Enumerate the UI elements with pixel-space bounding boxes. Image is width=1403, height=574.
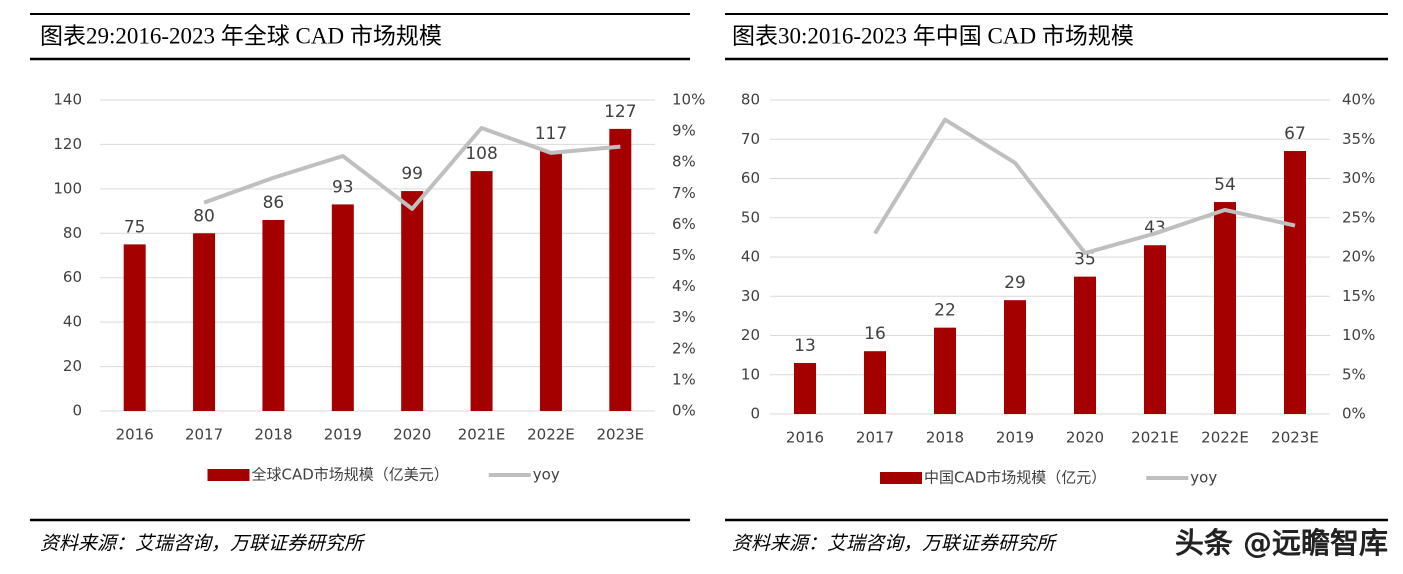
y-tick-label: 100 <box>53 179 82 197</box>
y2-tick-label: 25% <box>1342 208 1375 226</box>
y2-tick-label: 2% <box>672 339 696 357</box>
y2-tick-label: 3% <box>672 308 696 326</box>
y2-tick-label: 1% <box>672 370 696 388</box>
value-label: 80 <box>193 206 215 226</box>
bar <box>401 191 424 411</box>
y-tick-label: 120 <box>53 135 82 153</box>
y-tick-label: 10 <box>741 365 760 383</box>
x-tick-label: 2020 <box>1066 429 1104 447</box>
y2-tick-label: 0% <box>1342 405 1366 423</box>
bar <box>1284 151 1306 414</box>
chart-title: 图表29:2016-2023 年全球 CAD 市场规模 <box>40 23 442 48</box>
y-tick-label: 40 <box>741 248 760 266</box>
line-series <box>873 117 1296 256</box>
bar <box>123 244 146 411</box>
x-tick-label: 2020 <box>393 426 431 444</box>
value-label: 75 <box>124 217 146 237</box>
y2-tick-label: 9% <box>672 122 696 140</box>
value-label: 108 <box>465 144 497 164</box>
value-label: 93 <box>332 177 354 197</box>
x-tick-label: 2021E <box>458 426 506 444</box>
y2-tick-label: 35% <box>1342 130 1375 148</box>
value-label: 86 <box>263 193 285 213</box>
x-tick-label: 2016 <box>116 426 154 444</box>
y-tick-label: 30 <box>741 287 760 305</box>
bar <box>193 233 216 411</box>
source: 资料来源：艾瑞咨询，万联证券研究所 <box>732 532 1058 554</box>
y-tick-label: 20 <box>741 326 760 344</box>
y2-tick-label: 5% <box>1342 365 1366 383</box>
x-tick-label: 2022E <box>527 426 575 444</box>
value-label: 22 <box>934 301 956 321</box>
y2-tick-label: 7% <box>672 184 696 202</box>
x-tick-label: 2017 <box>185 426 223 444</box>
y-tick-label: 0 <box>72 402 82 420</box>
x-tick-label: 2018 <box>254 426 292 444</box>
legend-label: yoy <box>533 466 560 484</box>
value-label: 54 <box>1214 175 1236 195</box>
value-label: 67 <box>1284 124 1306 144</box>
source: 资料来源：艾瑞咨询，万联证券研究所 <box>40 532 366 554</box>
y-tick-label: 50 <box>741 208 760 226</box>
chart-title: 图表30:2016-2023 年中国 CAD 市场规模 <box>732 23 1134 48</box>
x-tick-label: 2022E <box>1201 429 1249 447</box>
legend-label: 全球CAD市场规模（亿美元） <box>252 466 449 484</box>
y2-tick-label: 20% <box>1342 248 1375 266</box>
y2-tick-label: 5% <box>672 246 696 264</box>
x-tick-label: 2018 <box>926 429 964 447</box>
bar <box>934 327 956 414</box>
bar <box>262 219 285 411</box>
y2-tick-label: 0% <box>672 402 696 420</box>
bar <box>609 128 632 411</box>
x-tick-label: 2021E <box>1131 429 1179 447</box>
x-tick-label: 2019 <box>324 426 362 444</box>
value-label: 117 <box>535 124 567 144</box>
bar <box>1214 202 1236 414</box>
legend-label: 中国CAD市场规模（亿元） <box>924 469 1106 487</box>
y-tick-label: 20 <box>63 357 82 375</box>
y-tick-label: 0 <box>750 405 760 423</box>
y-tick-label: 60 <box>741 169 760 187</box>
value-label: 13 <box>794 336 816 356</box>
bar <box>470 171 493 411</box>
watermark: 头条 @远瞻智库 <box>1175 526 1388 560</box>
y-tick-label: 80 <box>63 224 82 242</box>
y2-tick-label: 30% <box>1342 169 1375 187</box>
y2-tick-label: 8% <box>672 153 696 171</box>
y2-tick-label: 4% <box>672 277 696 295</box>
value-label: 29 <box>1004 273 1026 293</box>
bar <box>1004 300 1026 414</box>
y-tick-label: 140 <box>53 91 82 109</box>
line-series <box>203 125 621 211</box>
y-tick-label: 40 <box>63 313 82 331</box>
x-tick-label: 2023E <box>1271 429 1319 447</box>
y-tick-label: 80 <box>741 91 760 109</box>
x-tick-label: 2017 <box>856 429 894 447</box>
y2-tick-label: 15% <box>1342 287 1375 305</box>
value-label: 99 <box>401 164 423 184</box>
y2-tick-label: 40% <box>1342 91 1375 109</box>
value-label: 35 <box>1074 250 1096 270</box>
x-tick-label: 2016 <box>786 429 824 447</box>
y-tick-label: 70 <box>741 130 760 148</box>
y2-tick-label: 10% <box>1342 326 1375 344</box>
y-tick-label: 60 <box>63 268 82 286</box>
x-tick-label: 2023E <box>596 426 644 444</box>
legend-label: yoy <box>1190 469 1217 487</box>
bar <box>864 351 886 414</box>
bar <box>539 151 562 412</box>
y2-tick-label: 10% <box>672 91 705 109</box>
x-tick-label: 2019 <box>996 429 1034 447</box>
bar <box>1144 245 1166 414</box>
bar <box>794 362 816 414</box>
y2-tick-label: 6% <box>672 215 696 233</box>
bar <box>1074 276 1096 414</box>
value-label: 16 <box>864 324 886 344</box>
legend-swatch <box>880 472 922 484</box>
legend-swatch <box>207 469 250 481</box>
bar <box>331 204 354 411</box>
value-label: 127 <box>604 102 636 122</box>
